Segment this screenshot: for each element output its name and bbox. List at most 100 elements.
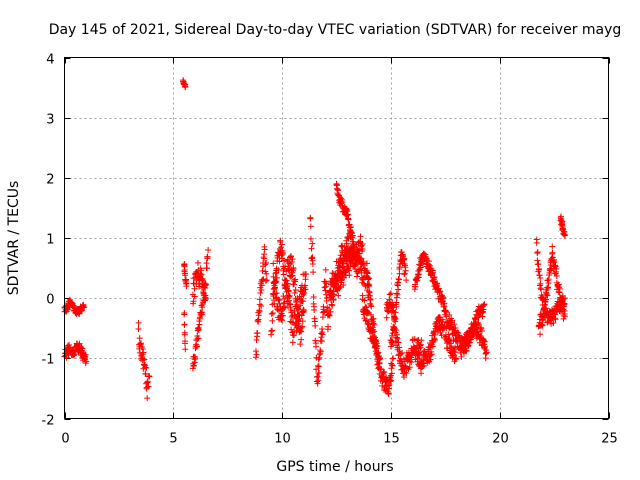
data-point [381, 368, 388, 375]
data-point [368, 303, 375, 310]
data-point [538, 286, 545, 293]
data-point [338, 200, 345, 207]
x-tick-label: 0 [61, 432, 69, 447]
data-point [449, 317, 456, 324]
data-point [135, 325, 142, 332]
data-point [390, 302, 397, 309]
data-point [357, 265, 364, 272]
data-point [359, 292, 366, 299]
data-point [204, 265, 211, 272]
data-point [279, 312, 286, 319]
data-point [451, 321, 458, 328]
data-point [191, 359, 198, 366]
data-point [282, 263, 289, 270]
data-point [268, 310, 275, 317]
data-point [458, 353, 465, 360]
data-point [374, 343, 381, 350]
data-point [344, 211, 351, 218]
data-point [378, 366, 385, 373]
data-point [349, 232, 356, 239]
data-point [443, 313, 450, 320]
data-point [481, 338, 488, 345]
data-point [466, 339, 473, 346]
data-point [401, 260, 408, 267]
data-point [146, 373, 153, 380]
data-point [288, 273, 295, 280]
data-point [454, 329, 461, 336]
data-point [317, 348, 324, 355]
data-point [322, 278, 329, 285]
data-point [549, 254, 556, 261]
data-point [365, 276, 372, 283]
data-point [269, 309, 276, 316]
data-point [539, 322, 546, 329]
data-point [463, 347, 470, 354]
y-tick-label: 0 [46, 293, 54, 308]
data-point [303, 271, 310, 278]
data-point [252, 354, 259, 361]
data-point [310, 269, 317, 276]
data-point [551, 259, 558, 266]
data-point [348, 229, 355, 236]
data-point [298, 312, 305, 319]
data-point [290, 281, 297, 288]
data-point [377, 355, 384, 362]
chart-title: Day 145 of 2021, Sidereal Day-to-day VTE… [49, 22, 622, 38]
data-point [137, 340, 144, 347]
data-point [535, 265, 542, 272]
data-point [329, 291, 336, 298]
data-point [278, 252, 285, 259]
data-point [271, 300, 278, 307]
data-point [261, 243, 268, 250]
data-point [415, 351, 422, 358]
data-point [338, 270, 345, 277]
data-point [412, 281, 419, 288]
data-point [371, 321, 378, 328]
y-tick-label: 2 [46, 173, 54, 188]
data-point [191, 293, 198, 300]
data-point [386, 385, 393, 392]
data-point [431, 337, 438, 344]
data-point [401, 358, 408, 365]
data-point [478, 327, 485, 334]
data-point [467, 334, 474, 341]
data-point [322, 266, 329, 273]
data-point [345, 216, 352, 223]
data-point [316, 369, 323, 376]
data-point [309, 254, 316, 261]
data-point [418, 370, 425, 377]
data-point [82, 351, 89, 358]
data-point [339, 263, 346, 270]
data-point [325, 323, 332, 330]
data-point [437, 288, 444, 295]
data-point [254, 317, 261, 324]
data-point [540, 314, 547, 321]
data-point [367, 302, 374, 309]
data-point [280, 271, 287, 278]
data-point [358, 255, 365, 262]
data-point [350, 262, 357, 269]
data-point [197, 270, 204, 277]
data-point [387, 290, 394, 297]
y-tick-label: -1 [42, 353, 55, 368]
data-point [194, 325, 201, 332]
data-point [360, 311, 367, 318]
data-point [483, 349, 490, 356]
data-point [312, 337, 319, 344]
data-point [136, 335, 143, 342]
data-point [314, 373, 321, 380]
data-point [312, 322, 319, 329]
data-point [422, 254, 429, 261]
data-point [390, 308, 397, 315]
data-point [339, 274, 346, 281]
data-point [272, 270, 279, 277]
data-point [190, 362, 197, 369]
data-point [302, 276, 309, 283]
data-point [347, 224, 354, 231]
data-point [559, 298, 566, 305]
data-point [144, 379, 151, 386]
data-point [287, 304, 294, 311]
data-point [256, 301, 263, 308]
data-point [364, 309, 371, 316]
data-point [482, 355, 489, 362]
